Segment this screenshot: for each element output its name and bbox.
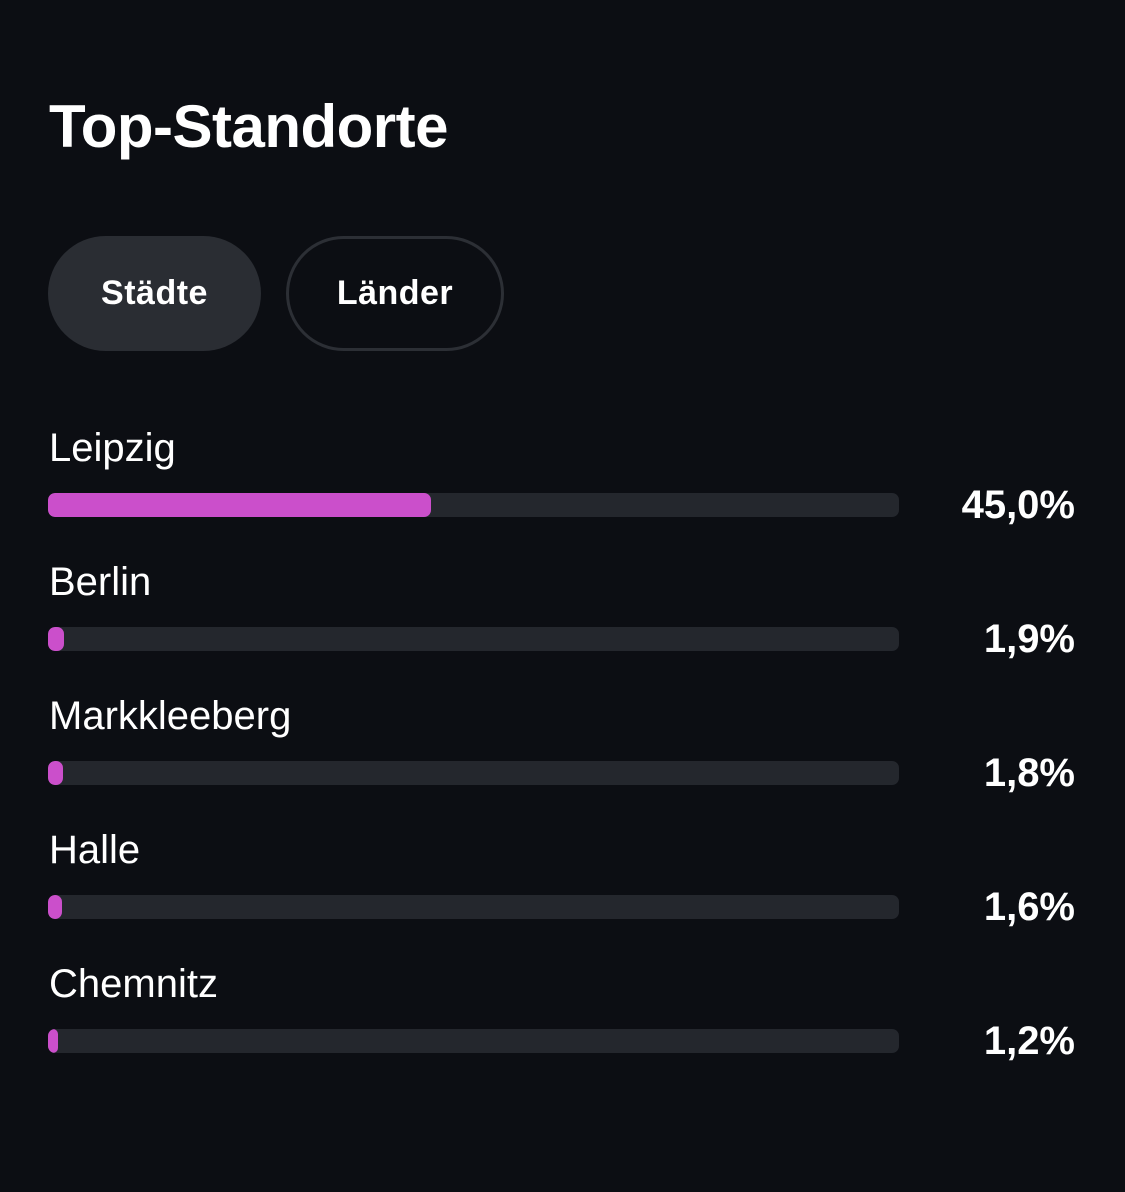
location-row-chemnitz: Chemnitz 1,2% [48, 960, 1078, 1094]
progress-track [48, 1029, 899, 1053]
location-percentage: 45,0% [961, 483, 1075, 527]
location-percentage: 1,6% [983, 885, 1075, 929]
location-name: Markkleeberg [49, 694, 292, 738]
location-row-berlin: Berlin 1,9% [48, 558, 1078, 692]
progress-fill [48, 895, 62, 919]
tab-countries[interactable]: Länder [286, 236, 504, 351]
location-name: Leipzig [49, 426, 176, 470]
progress-track [48, 761, 899, 785]
location-row-halle: Halle 1,6% [48, 826, 1078, 960]
location-name: Chemnitz [49, 962, 218, 1006]
location-type-tabs: Städte Länder [48, 236, 504, 351]
progress-track [48, 895, 899, 919]
progress-track [48, 493, 899, 517]
page-title: Top-Standorte [49, 93, 449, 160]
location-name: Halle [49, 828, 141, 872]
progress-fill [48, 1029, 59, 1053]
location-name: Berlin [49, 560, 152, 604]
progress-fill [48, 493, 431, 517]
progress-fill [48, 761, 64, 785]
location-percentage: 1,2% [983, 1019, 1075, 1063]
progress-fill [48, 627, 65, 651]
progress-track [48, 627, 899, 651]
location-percentage: 1,9% [983, 617, 1075, 661]
location-row-markkleeberg: Markkleeberg 1,8% [48, 692, 1078, 826]
tab-cities[interactable]: Städte [48, 236, 261, 351]
location-row-leipzig: Leipzig 45,0% [48, 424, 1078, 558]
location-percentage: 1,8% [983, 751, 1075, 795]
